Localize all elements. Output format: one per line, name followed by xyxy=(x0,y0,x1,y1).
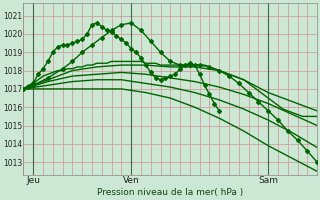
X-axis label: Pression niveau de la mer( hPa ): Pression niveau de la mer( hPa ) xyxy=(97,188,244,197)
